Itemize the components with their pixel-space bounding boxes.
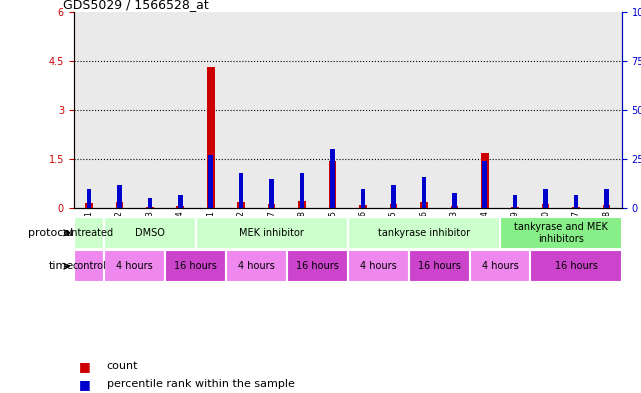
Text: percentile rank within the sample: percentile rank within the sample (106, 379, 294, 389)
Bar (591, 12, 622, 208)
Bar (378, 12, 409, 208)
Bar (512, 207, 519, 208)
Bar (85, 204, 93, 208)
Bar (469, 12, 500, 208)
Bar (165, 250, 226, 282)
Text: tankyrase inhibitor: tankyrase inhibitor (378, 228, 470, 238)
Text: 16 hours: 16 hours (554, 261, 597, 271)
Bar (104, 217, 196, 249)
Bar (256, 12, 287, 208)
Text: 16 hours: 16 hours (418, 261, 460, 271)
Bar (239, 173, 244, 208)
Bar (500, 217, 622, 249)
Bar (530, 12, 561, 208)
Text: 16 hours: 16 hours (296, 261, 338, 271)
Bar (287, 12, 317, 208)
Bar (74, 12, 104, 208)
Text: protocol: protocol (28, 228, 74, 238)
Bar (481, 152, 488, 208)
Text: 4 hours: 4 hours (481, 261, 519, 271)
Text: untreated: untreated (65, 228, 113, 238)
Bar (176, 206, 184, 208)
Bar (544, 189, 548, 208)
Bar (409, 250, 469, 282)
Bar (513, 195, 517, 208)
Bar (146, 207, 154, 208)
Text: 4 hours: 4 hours (238, 261, 275, 271)
Bar (390, 204, 397, 208)
Bar (603, 205, 610, 208)
Text: tankyrase and MEK
inhibitors: tankyrase and MEK inhibitors (514, 222, 608, 244)
Bar (530, 250, 622, 282)
Bar (347, 12, 378, 208)
Bar (165, 12, 196, 208)
Bar (226, 250, 287, 282)
Bar (469, 250, 530, 282)
Bar (451, 206, 458, 208)
Bar (135, 12, 165, 208)
Text: GDS5029 / 1566528_at: GDS5029 / 1566528_at (63, 0, 208, 11)
Bar (483, 161, 487, 208)
Bar (207, 68, 215, 208)
Text: DMSO: DMSO (135, 228, 165, 238)
Bar (237, 202, 245, 208)
Bar (287, 250, 347, 282)
Bar (269, 179, 274, 208)
Bar (178, 195, 183, 208)
Bar (452, 193, 456, 208)
Bar (87, 189, 91, 208)
Bar (604, 189, 609, 208)
Bar (226, 12, 256, 208)
Bar (208, 155, 213, 208)
Bar (347, 250, 409, 282)
Bar (347, 217, 500, 249)
Bar (542, 204, 549, 208)
Bar (391, 185, 395, 208)
Bar (439, 12, 469, 208)
Text: count: count (106, 362, 138, 371)
Bar (196, 217, 347, 249)
Bar (115, 202, 123, 208)
Bar (104, 250, 165, 282)
Bar (117, 185, 122, 208)
Bar (74, 217, 104, 249)
Bar (574, 195, 578, 208)
Bar (422, 177, 426, 208)
Bar (359, 205, 367, 208)
Bar (268, 204, 276, 208)
Text: MEK inhibitor: MEK inhibitor (239, 228, 304, 238)
Bar (329, 161, 337, 208)
Text: 16 hours: 16 hours (174, 261, 217, 271)
Text: control: control (72, 261, 106, 271)
Text: ■: ■ (79, 378, 91, 391)
Bar (561, 12, 591, 208)
Bar (361, 189, 365, 208)
Bar (298, 201, 306, 208)
Text: 4 hours: 4 hours (116, 261, 153, 271)
Bar (196, 12, 226, 208)
Bar (409, 12, 439, 208)
Text: 4 hours: 4 hours (360, 261, 397, 271)
Bar (74, 250, 104, 282)
Text: time: time (49, 261, 74, 271)
Bar (330, 149, 335, 208)
Bar (420, 202, 428, 208)
Bar (147, 198, 152, 208)
Bar (300, 173, 304, 208)
Bar (500, 12, 530, 208)
Bar (104, 12, 135, 208)
Bar (317, 12, 347, 208)
Bar (572, 207, 580, 208)
Text: ■: ■ (79, 360, 91, 373)
